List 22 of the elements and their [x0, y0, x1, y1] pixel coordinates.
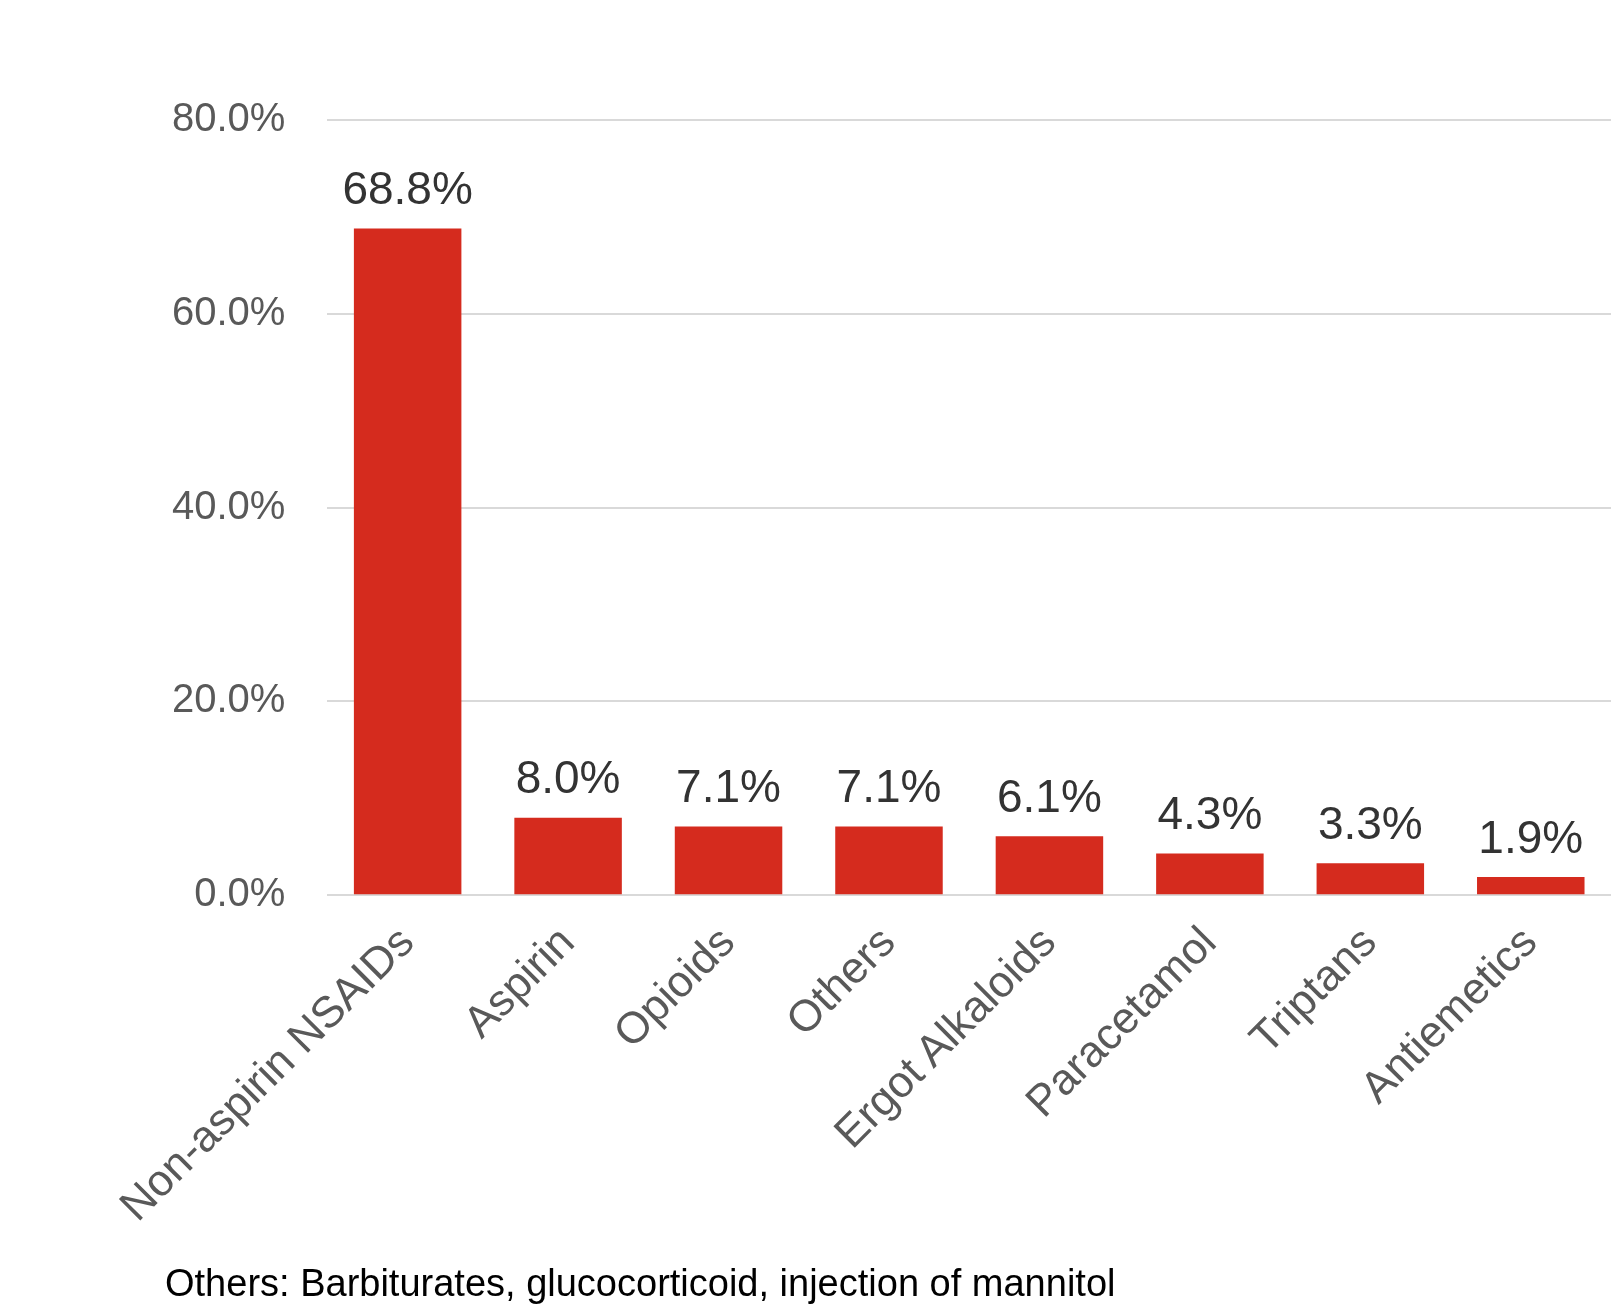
bar	[995, 836, 1104, 895]
text: Others: Barbiturates, glucocorticoid, injection of mannitol	[165, 1262, 1116, 1305]
data-label: 7.1%	[676, 760, 781, 813]
bar	[353, 228, 462, 895]
bar	[1156, 853, 1264, 895]
data-label: 1.9%	[1478, 810, 1584, 863]
y-tick-label: 80.0%	[172, 95, 286, 140]
bar	[1477, 876, 1585, 895]
data-label: 4.3%	[1157, 787, 1263, 840]
data-label: 68.8%	[342, 162, 473, 215]
data-label: 8.0%	[515, 751, 621, 804]
y-tick-label: 40.0%	[172, 482, 286, 527]
data-label: 3.3%	[1317, 797, 1423, 849]
bar	[674, 826, 783, 895]
y-tick-label: 20.0%	[172, 676, 286, 721]
y-tick-label: 0.0%	[194, 870, 286, 915]
bar	[1316, 863, 1425, 895]
y-tick-label: 60.0%	[172, 288, 286, 333]
data-label: 6.1%	[997, 769, 1102, 822]
bar	[835, 826, 943, 895]
data-label: 7.1%	[836, 760, 942, 813]
bar	[514, 817, 622, 895]
